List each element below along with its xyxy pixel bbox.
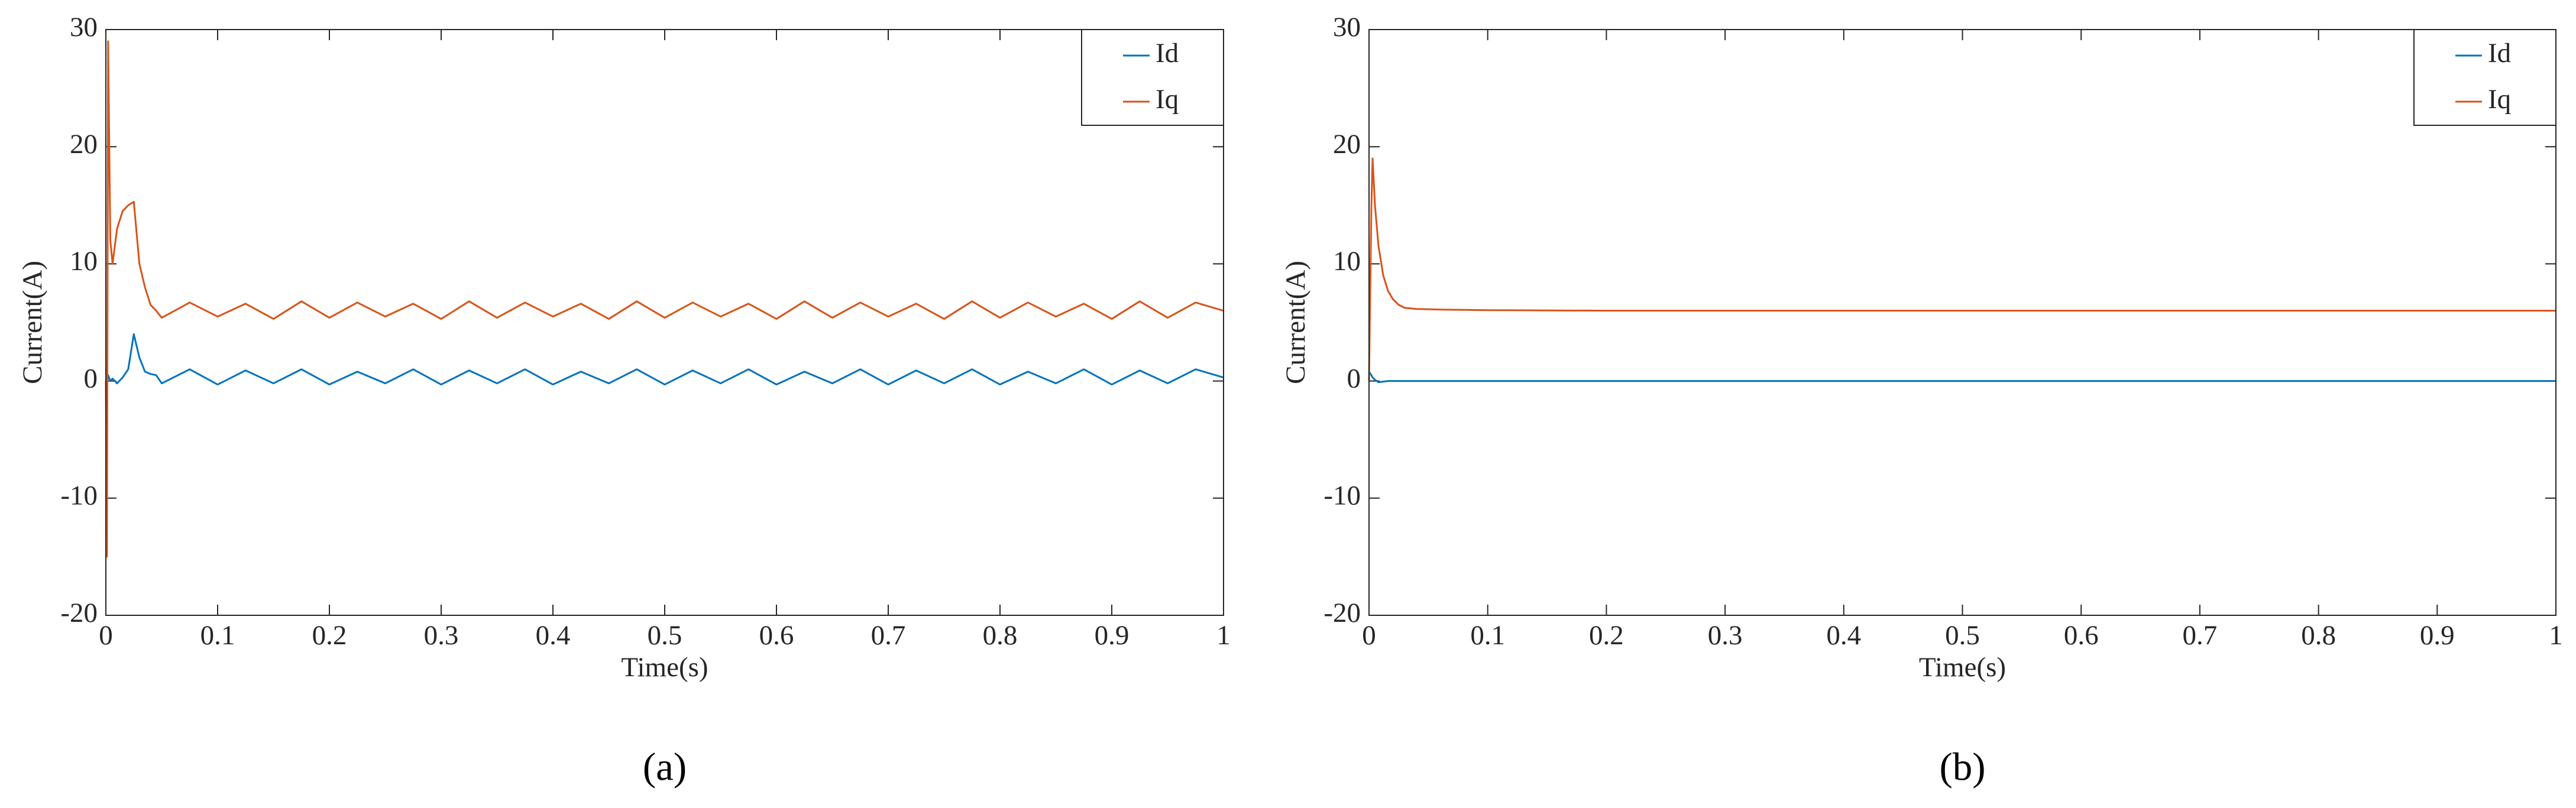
x-tick-label: 0.2 xyxy=(312,620,347,651)
x-tick-label: 0.7 xyxy=(871,620,906,651)
x-axis-label: Time(s) xyxy=(621,652,708,683)
legend-label: Iq xyxy=(2488,84,2511,115)
data-line xyxy=(105,333,1224,386)
y-tick-label: 20 xyxy=(1333,129,1361,160)
caption: (a) xyxy=(643,745,687,788)
x-tick-label: 0.1 xyxy=(1470,620,1505,651)
x-tick-label: 0.4 xyxy=(1826,620,1861,651)
legend-label: Id xyxy=(2488,38,2511,69)
x-tick-label: 0.8 xyxy=(2301,620,2336,651)
x-tick-label: 0.9 xyxy=(2420,620,2455,651)
x-tick-label: 0.9 xyxy=(1095,620,1130,651)
legend-box xyxy=(1081,29,1224,126)
x-tick-label: 0.7 xyxy=(2183,620,2218,651)
x-tick-label: 0.8 xyxy=(983,620,1018,651)
x-tick-label: 1 xyxy=(1216,620,1231,651)
x-tick-label: 0 xyxy=(99,620,113,651)
axes-frame xyxy=(105,29,1224,616)
y-axis-label: Current(A) xyxy=(1280,261,1311,384)
y-tick-label: -10 xyxy=(1323,481,1361,511)
axes-frame xyxy=(1368,29,2556,616)
y-tick-label: 10 xyxy=(1333,246,1361,277)
y-tick-label: 10 xyxy=(70,246,98,277)
x-tick-label: 1 xyxy=(2549,620,2563,651)
x-tick-label: 0.5 xyxy=(1945,620,1980,651)
x-tick-label: 0.2 xyxy=(1589,620,1624,651)
y-tick-label: 30 xyxy=(1333,12,1361,43)
data-line xyxy=(1368,157,2556,381)
y-tick-label: 20 xyxy=(70,129,98,160)
y-tick-label: -10 xyxy=(60,481,98,511)
x-tick-label: 0.5 xyxy=(648,620,682,651)
x-axis-label: Time(s) xyxy=(1919,652,2006,683)
plot-area xyxy=(1369,30,2556,615)
data-line xyxy=(105,40,1224,558)
x-tick-label: 0.3 xyxy=(1708,620,1743,651)
x-tick-label: 0 xyxy=(1362,620,1376,651)
x-tick-label: 0.1 xyxy=(200,620,235,651)
y-tick-label: 30 xyxy=(70,12,98,43)
y-axis-label: Current(A) xyxy=(17,261,48,384)
y-tick-label: -20 xyxy=(1323,598,1361,628)
legend-label: Iq xyxy=(1156,84,1179,115)
x-tick-label: 0.6 xyxy=(759,620,794,651)
data-line xyxy=(1368,371,2556,384)
x-tick-label: 0.6 xyxy=(2064,620,2099,651)
caption: (b) xyxy=(1939,745,1985,788)
x-tick-label: 0.3 xyxy=(424,620,459,651)
plot-area xyxy=(106,30,1224,615)
x-tick-label: 0.4 xyxy=(536,620,571,651)
y-tick-label: 0 xyxy=(84,363,98,394)
legend-box xyxy=(2413,29,2556,126)
y-tick-label: -20 xyxy=(60,598,98,628)
y-tick-label: 0 xyxy=(1347,363,1361,394)
legend-label: Id xyxy=(1156,38,1179,69)
